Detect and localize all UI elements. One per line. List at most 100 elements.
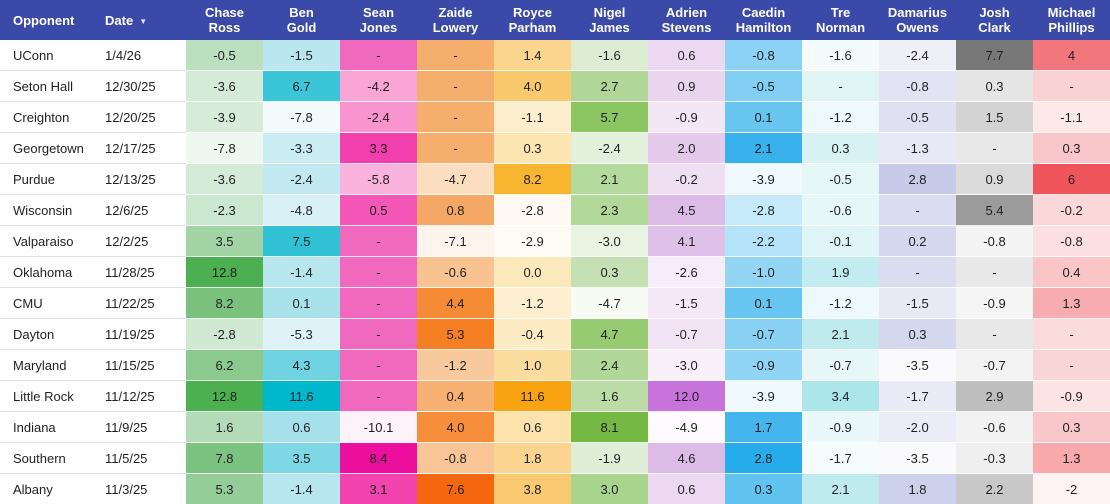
opponent-cell: Southern [0, 443, 92, 474]
stat-cell: 3.1 [340, 474, 417, 504]
stat-cell: 0.6 [648, 40, 725, 71]
stat-cell: 5.4 [956, 195, 1033, 226]
col-header-player-chase-ross[interactable]: Chase Ross [186, 0, 263, 40]
stat-cell: -1.6 [571, 40, 648, 71]
stat-cell: 0.5 [340, 195, 417, 226]
stat-cell: -2.8 [186, 319, 263, 350]
stat-cell: 8.4 [340, 443, 417, 474]
stat-cell: 1.0 [494, 350, 571, 381]
stat-cell: -0.9 [802, 412, 879, 443]
stat-cell: -1.4 [263, 257, 340, 288]
stat-cell: -4.7 [417, 164, 494, 195]
stat-cell: 0.3 [1033, 133, 1110, 164]
opponent-cell: Oklahoma [0, 257, 92, 288]
stat-cell: 4.0 [417, 412, 494, 443]
stat-cell: 5.7 [571, 102, 648, 133]
stat-cell: -0.8 [725, 40, 802, 71]
date-cell: 1/4/26 [92, 40, 186, 71]
player-name-line: Ross [208, 20, 241, 35]
stat-cell: -2.4 [263, 164, 340, 195]
stat-cell: 0.4 [1033, 257, 1110, 288]
stat-cell: -2.3 [186, 195, 263, 226]
col-header-player-damarius-owens[interactable]: Damarius Owens [879, 0, 956, 40]
col-header-player-caedin-hamilton[interactable]: Caedin Hamilton [725, 0, 802, 40]
stat-cell: -1.2 [802, 102, 879, 133]
stat-cell: - [417, 133, 494, 164]
stat-cell: - [417, 71, 494, 102]
stat-cell: 3.0 [571, 474, 648, 504]
col-header-date[interactable]: Date ▼ [92, 0, 186, 40]
stat-cell: 0.3 [956, 71, 1033, 102]
date-cell: 12/17/25 [92, 133, 186, 164]
game-row: Maryland 11/15/25 6.2 4.3- -1.2 1.0 2.4 -3.0 -0.… [0, 350, 1110, 381]
stat-cell: -1.9 [571, 443, 648, 474]
stat-cell: 4.5 [648, 195, 725, 226]
stat-cell: -0.7 [956, 350, 1033, 381]
sort-desc-icon[interactable]: ▼ [139, 16, 148, 26]
game-row: Albany 11/3/25 5.3 -1.4 3.1 7.6 3.8 3.0 0.6 0.3 2.… [0, 474, 1110, 504]
stat-cell: 7.8 [186, 443, 263, 474]
opponent-cell: Dayton [0, 319, 92, 350]
stat-cell: 0.3 [725, 474, 802, 504]
col-header-player-zaide-lowery[interactable]: Zaide Lowery [417, 0, 494, 40]
stat-cell: - [340, 288, 417, 319]
stat-cell: 3.4 [802, 381, 879, 412]
stat-cell: -2.0 [879, 412, 956, 443]
stat-cell: -2.8 [725, 195, 802, 226]
stat-cell: -1.5 [648, 288, 725, 319]
col-header-player-royce-parham[interactable]: Royce Parham [494, 0, 571, 40]
stat-cell: 2.8 [725, 443, 802, 474]
stat-cell: - [340, 350, 417, 381]
stat-cell: 0.0 [494, 257, 571, 288]
game-row: Valparaiso 12/2/25 3.5 7.5- -7.1 -2.9 -3.0 4.1-… [0, 226, 1110, 257]
col-header-label: Opponent [13, 12, 75, 28]
col-header-player-josh-clark[interactable]: Josh Clark [956, 0, 1033, 40]
date-cell: 12/13/25 [92, 164, 186, 195]
stat-cell: -0.8 [956, 226, 1033, 257]
col-header-player-sean-jones[interactable]: Sean Jones [340, 0, 417, 40]
stat-cell: -0.7 [648, 319, 725, 350]
stat-cell: 3.3 [340, 133, 417, 164]
stat-cell: 0.8 [417, 195, 494, 226]
stat-cell: -0.8 [1033, 226, 1110, 257]
stat-cell: 0.6 [494, 412, 571, 443]
stat-cell: 1.7 [725, 412, 802, 443]
stat-cell: -0.9 [648, 102, 725, 133]
date-cell: 12/2/25 [92, 226, 186, 257]
col-header-player-ben-gold[interactable]: Ben Gold [263, 0, 340, 40]
stat-cell: 3.8 [494, 474, 571, 504]
stat-cell: 4.7 [571, 319, 648, 350]
stat-cell: 0.1 [725, 288, 802, 319]
stat-cell: 0.3 [494, 133, 571, 164]
stat-cell: 0.3 [879, 319, 956, 350]
stat-cell: 2.2 [956, 474, 1033, 504]
col-header-player-nigel-james[interactable]: Nigel James [571, 0, 648, 40]
opponent-cell: Wisconsin [0, 195, 92, 226]
stat-cell: - [1033, 319, 1110, 350]
col-header-player-adrien-stevens[interactable]: Adrien Stevens [648, 0, 725, 40]
game-row: Little Rock 11/12/25 12.8 11.6-0.4 11.6 1.6 12… [0, 381, 1110, 412]
stat-cell: 1.4 [494, 40, 571, 71]
player-name-line: Gold [286, 20, 317, 35]
player-name-line: Jones [359, 20, 398, 35]
col-header-player-michael-phillips[interactable]: Michael Phillips [1033, 0, 1110, 40]
stat-cell: 0.6 [263, 412, 340, 443]
player-name-line: Caedin [741, 5, 786, 20]
stat-cell: -1.5 [879, 288, 956, 319]
stat-cell: -0.6 [417, 257, 494, 288]
date-cell: 11/15/25 [92, 350, 186, 381]
date-cell: 11/3/25 [92, 474, 186, 504]
stat-cell: -2.8 [494, 195, 571, 226]
date-cell: 12/30/25 [92, 71, 186, 102]
stat-cell: 2.1 [725, 133, 802, 164]
stat-cell: 12.8 [186, 381, 263, 412]
stat-cell: - [802, 71, 879, 102]
stat-cell: -1.5 [263, 40, 340, 71]
col-header-player-tre-norman[interactable]: Tre Norman [802, 0, 879, 40]
date-cell: 11/9/25 [92, 412, 186, 443]
stat-cell: -1.0 [725, 257, 802, 288]
stat-cell: 6 [1033, 164, 1110, 195]
stat-cell: 11.6 [263, 381, 340, 412]
stat-cell: -0.2 [1033, 195, 1110, 226]
stat-cell: 0.6 [648, 474, 725, 504]
